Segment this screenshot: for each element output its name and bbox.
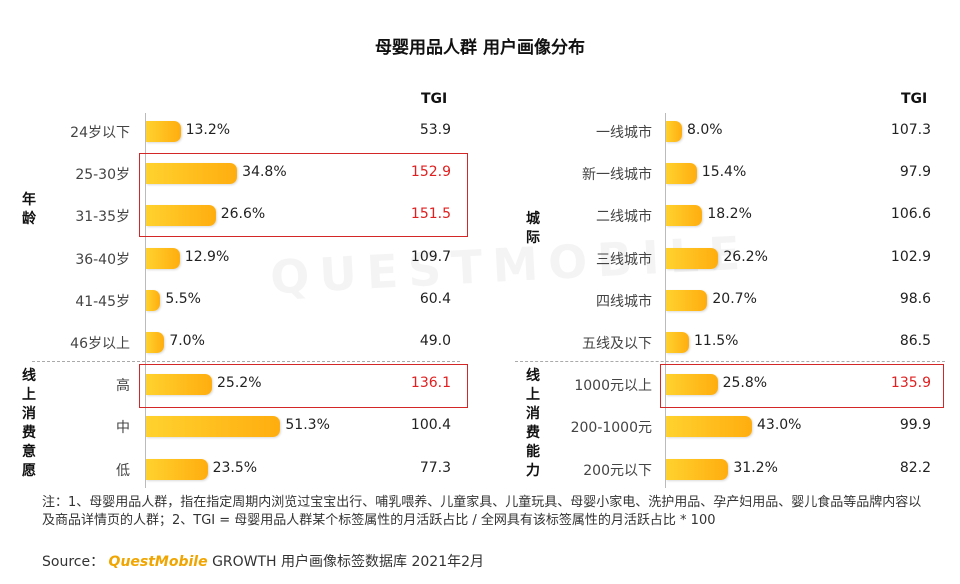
highlight-box-ability <box>660 364 944 408</box>
bar-value-label: 18.2% <box>707 206 752 223</box>
tgi-value: 102.9 <box>890 248 931 265</box>
bar-value-label: 8.0% <box>687 122 723 138</box>
tgi-value: 136.1 <box>410 375 451 392</box>
bar <box>666 332 689 353</box>
bar-value-label: 23.5% <box>212 459 258 476</box>
tgi-value: 53.9 <box>419 122 451 138</box>
tgi-value: 106.6 <box>890 206 931 223</box>
category-label: 新一线城市 <box>582 167 652 184</box>
left-separator <box>32 361 460 362</box>
bar <box>146 416 281 438</box>
category-label: 低 <box>116 462 130 479</box>
bar <box>146 121 181 142</box>
tgi-value: 98.6 <box>899 290 931 307</box>
bar <box>146 289 161 311</box>
tgi-value: 49.0 <box>419 333 451 349</box>
highlight-box-willingness <box>139 364 468 408</box>
bar <box>666 205 703 227</box>
tgi-value: 107.3 <box>890 122 931 138</box>
category-label: 46岁以上 <box>70 336 130 352</box>
bar-value-label: 7.0% <box>169 333 205 349</box>
source-text: GROWTH 用户画像标签数据库 2021年2月 <box>212 554 485 570</box>
bar-value-label: 26.2% <box>723 248 768 265</box>
bar-value-label: 31.2% <box>733 459 778 476</box>
bar-value-label: 25.8% <box>722 375 768 392</box>
bar-value-label: 12.9% <box>184 248 230 265</box>
bar <box>666 458 729 480</box>
category-label: 41-45岁 <box>75 293 130 310</box>
bar <box>146 247 180 269</box>
category-label: 四线城市 <box>596 293 652 310</box>
tgi-value: 152.9 <box>410 164 451 181</box>
highlight-box-age <box>139 153 468 237</box>
category-label: 1000元以上 <box>574 378 652 395</box>
bar-value-label: 5.5% <box>165 290 201 307</box>
right-separator <box>515 361 945 362</box>
bar-value-label: 25.2% <box>217 375 262 392</box>
bar-value-label: 13.2% <box>185 122 231 138</box>
source-brand: QuestMobile <box>108 554 208 570</box>
tgi-value: 151.5 <box>410 206 451 223</box>
tgi-value: 82.2 <box>899 459 931 476</box>
bar-value-label: 15.4% <box>701 164 747 181</box>
category-label: 200元以下 <box>583 462 652 479</box>
bar-value-label: 51.3% <box>285 417 330 434</box>
category-label: 高 <box>116 378 130 395</box>
category-label: 五线及以下 <box>582 336 652 352</box>
left-axis-line <box>145 113 146 488</box>
bar-value-label: 43.0% <box>757 417 802 434</box>
bar <box>146 332 165 353</box>
footnote: 注：1、母婴用品人群，指在指定周期内浏览过宝宝出行、哺乳喂养、儿童家具、儿童玩具… <box>42 495 922 528</box>
consumption-ability-label: 线上消费能力 <box>526 368 540 479</box>
age-group-label: 年龄 <box>22 192 36 227</box>
tgi-value: 135.9 <box>890 375 931 392</box>
city-tier-label: 城际 <box>526 211 540 246</box>
consumption-willingness-label: 线上消费意愿 <box>22 368 36 479</box>
category-label: 三线城市 <box>596 251 652 268</box>
right-tgi-header: TGI <box>901 91 928 107</box>
bar <box>146 458 208 480</box>
category-label: 25-30岁 <box>75 167 130 184</box>
category-label: 31-35岁 <box>75 209 130 226</box>
tgi-value: 99.9 <box>899 417 931 434</box>
bar <box>666 163 697 185</box>
chart-title: 母婴用品人群 用户画像分布 <box>375 38 585 58</box>
category-label: 36-40岁 <box>75 251 130 268</box>
tgi-value: 100.4 <box>410 417 451 434</box>
bar <box>146 205 216 227</box>
bar-value-label: 34.8% <box>242 164 287 181</box>
left-tgi-header: TGI <box>421 91 448 107</box>
right-axis-line <box>665 113 666 488</box>
bar <box>146 374 213 396</box>
tgi-value: 97.9 <box>899 164 931 181</box>
source-label: Source： <box>42 554 105 570</box>
bar-value-label: 26.6% <box>220 206 266 223</box>
bar <box>666 247 719 269</box>
bar-value-label: 11.5% <box>694 333 739 349</box>
category-label: 200-1000元 <box>570 420 652 437</box>
category-label: 二线城市 <box>596 209 652 226</box>
category-label: 中 <box>116 420 130 437</box>
tgi-value: 60.4 <box>419 290 451 307</box>
tgi-value: 77.3 <box>419 459 451 476</box>
bar <box>666 121 682 142</box>
bar <box>146 163 238 185</box>
category-label: 24岁以下 <box>70 125 130 141</box>
bar <box>666 289 708 311</box>
bar <box>666 416 752 438</box>
tgi-value: 86.5 <box>899 333 931 349</box>
bar-value-label: 20.7% <box>712 290 757 307</box>
category-label: 一线城市 <box>596 125 652 141</box>
bar <box>666 374 718 396</box>
tgi-value: 109.7 <box>410 248 451 265</box>
source-line: Source： QuestMobile GROWTH 用户画像标签数据库 202… <box>42 551 484 571</box>
